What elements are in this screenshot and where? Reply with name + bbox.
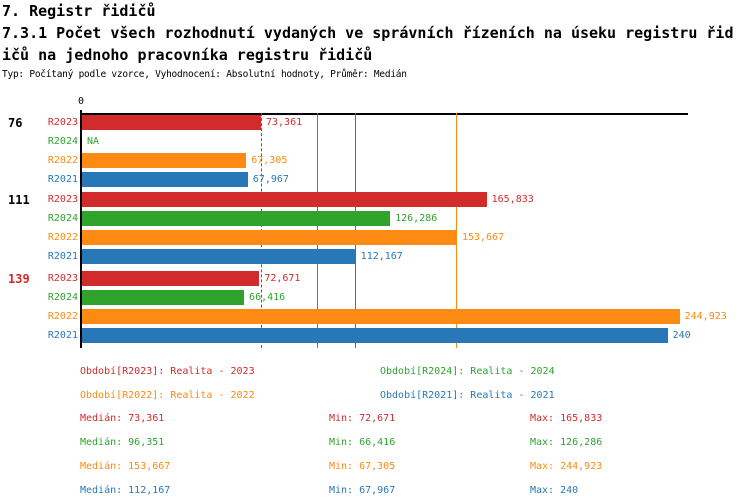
- stat-min-r2022: Min: 67,305: [329, 461, 396, 472]
- series-label-r2023: R2023: [47, 117, 78, 128]
- stat-max-r2021: Max: 240: [530, 485, 579, 496]
- series-label-r2022: R2022: [47, 311, 78, 322]
- bar-r2023-g1: [82, 192, 487, 207]
- bar-r2022-g2: [82, 309, 680, 324]
- series-label-r2021: R2021: [47, 174, 78, 185]
- value-label-r2024-g2: 66,416: [249, 292, 286, 303]
- stat-median-r2021: Medián: 112,167: [80, 485, 171, 496]
- bar-r2022-g0: [82, 153, 247, 168]
- bar-r2021-g0: [82, 172, 248, 187]
- group-label-0: 76: [8, 116, 23, 130]
- legend-item-r2022: Období[R2022]: Realita - 2022: [80, 390, 255, 401]
- stat-min-r2024: Min: 66,416: [329, 437, 396, 448]
- stat-min-r2021: Min: 67,967: [329, 485, 396, 496]
- stat-median-r2024: Medián: 96,351: [80, 437, 165, 448]
- group-label-1: 111: [8, 193, 30, 207]
- stat-median-r2022: Medián: 153,667: [80, 461, 171, 472]
- series-label-r2023: R2023: [47, 194, 78, 205]
- series-label-r2024: R2024: [47, 213, 78, 224]
- value-label-r2024-g1: 126,286: [395, 213, 438, 224]
- stat-max-r2023: Max: 165,833: [530, 413, 603, 424]
- value-label-r2023-g0: 73,361: [266, 117, 303, 128]
- value-label-r2024-g0: NA: [87, 136, 100, 147]
- stat-max-r2024: Max: 126,286: [530, 437, 603, 448]
- value-label-r2021-g1: 112,167: [360, 251, 403, 262]
- x-axis-zero-label: 0: [77, 96, 85, 107]
- report-meta-line: Typ: Počítaný podle vzorce, Vyhodnocení:…: [2, 69, 407, 80]
- series-label-r2021: R2021: [47, 251, 78, 262]
- series-label-r2022: R2022: [47, 155, 78, 166]
- stat-median-r2023: Medián: 73,361: [80, 413, 165, 424]
- series-label-r2024: R2024: [47, 136, 78, 147]
- median-line-r2022: [456, 113, 458, 348]
- series-label-r2024: R2024: [47, 292, 78, 303]
- stat-min-r2023: Min: 72,671: [329, 413, 396, 424]
- value-label-r2021-g2: 240: [672, 330, 691, 341]
- legend-item-r2024: Období[R2024]: Realita - 2024: [380, 366, 555, 377]
- bar-r2022-g1: [82, 230, 457, 245]
- bar-r2023-g0: [82, 115, 261, 130]
- series-label-r2023: R2023: [47, 273, 78, 284]
- bar-r2023-g2: [82, 271, 260, 286]
- value-label-r2023-g1: 165,833: [491, 194, 534, 205]
- series-label-r2022: R2022: [47, 232, 78, 243]
- bar-r2024-g1: [82, 211, 391, 226]
- report-title-line3: ičů na jednoho pracovníka registru řidič…: [2, 46, 373, 64]
- x-axis-line: [80, 113, 688, 115]
- bar-r2021-g1: [82, 249, 356, 264]
- stat-max-r2022: Max: 244,923: [530, 461, 603, 472]
- value-label-r2022-g1: 153,667: [461, 232, 505, 243]
- group-label-2: 139: [8, 272, 30, 286]
- report-title-line2: 7.3.1 Počet všech rozhodnutí vydaných ve…: [2, 24, 734, 42]
- legend-item-r2021: Období[R2021]: Realita - 2021: [380, 390, 555, 401]
- bar-r2021-g2: [82, 328, 668, 343]
- value-label-r2022-g2: 244,923: [684, 311, 727, 322]
- y-axis-line: [80, 110, 82, 348]
- value-label-r2022-g0: 67,305: [251, 155, 288, 166]
- report-title-line1: 7. Registr řidičů: [2, 2, 156, 20]
- bar-r2024-g2: [82, 290, 245, 305]
- value-label-r2021-g0: 67,967: [252, 174, 289, 185]
- legend-item-r2023: Období[R2023]: Realita - 2023: [80, 366, 255, 377]
- value-label-r2023-g2: 72,671: [264, 273, 301, 284]
- series-label-r2021: R2021: [47, 330, 78, 341]
